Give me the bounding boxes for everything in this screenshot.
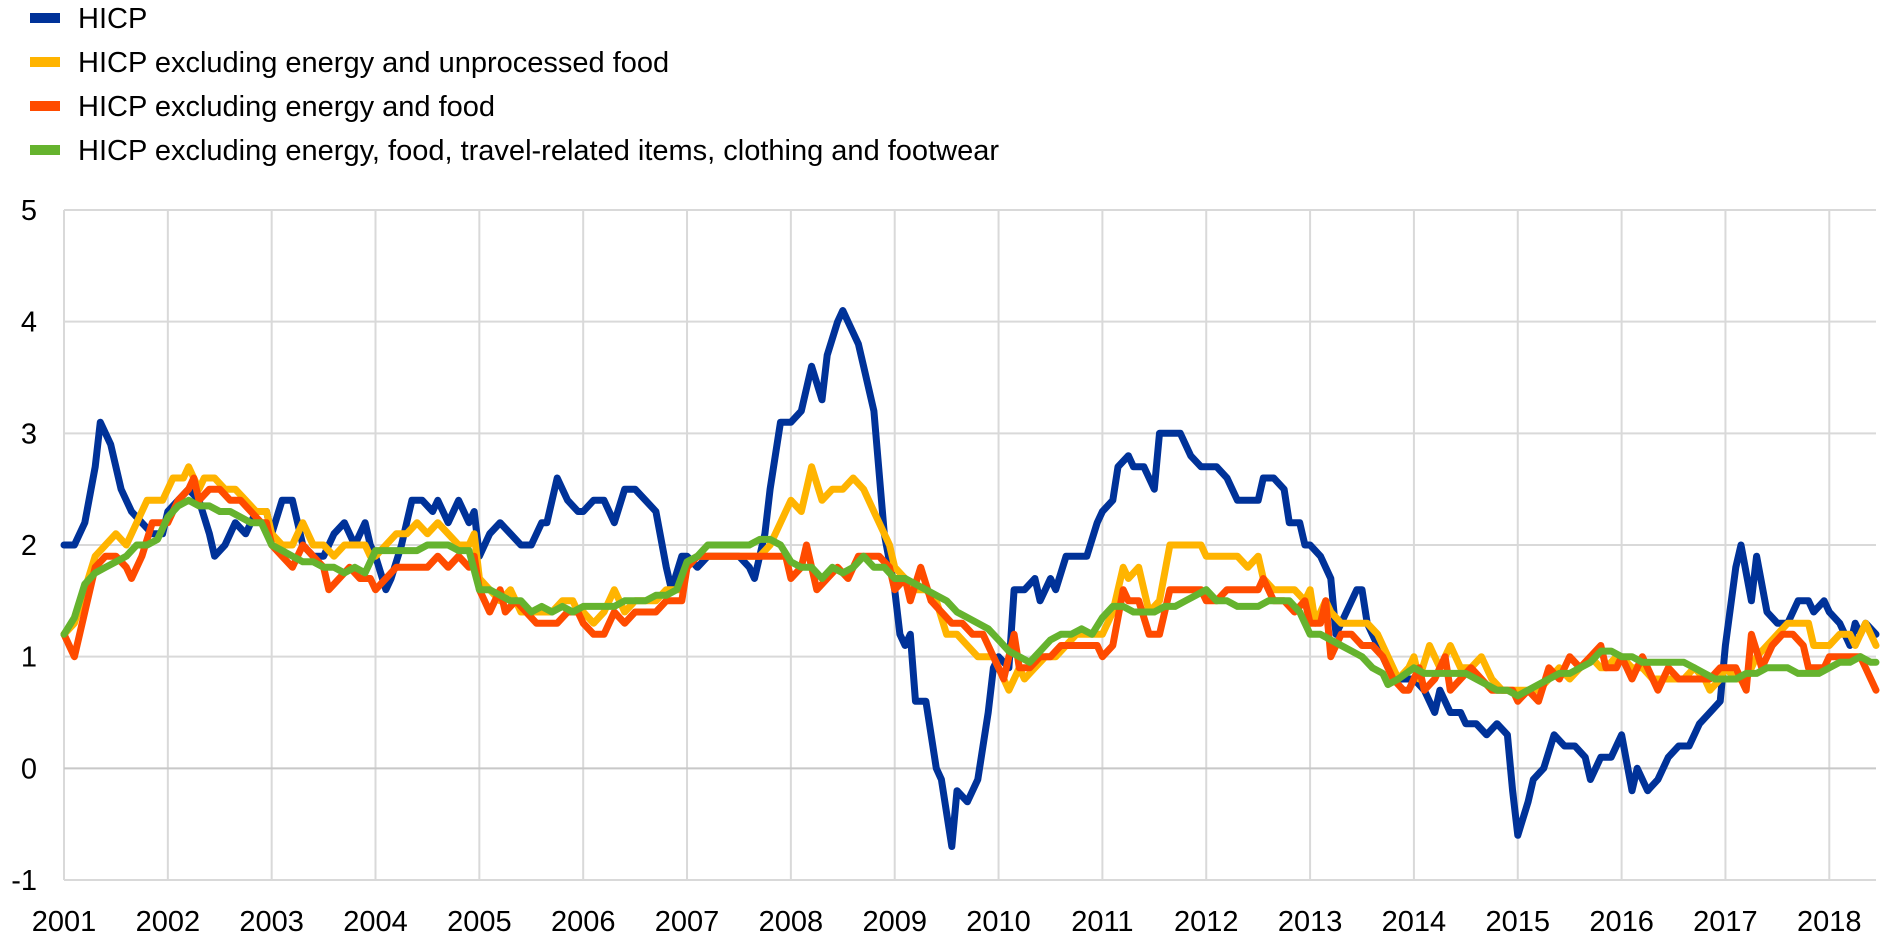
y-tick-label: -1 <box>11 865 37 897</box>
x-tick-label: 2008 <box>759 906 824 938</box>
legend-label-0: HICP <box>78 3 147 35</box>
y-tick-label: 0 <box>21 753 37 785</box>
x-tick-label: 2004 <box>343 906 408 938</box>
y-tick-label: 5 <box>21 195 37 227</box>
legend-label-2: HICP excluding energy and food <box>78 91 495 123</box>
x-axis: 2001 2002 2003 2004 2005 2006 2007 2008 2009 2010… <box>32 906 1862 938</box>
y-tick-label: 3 <box>21 418 37 450</box>
series-line-3 <box>60 496 1880 700</box>
y-tick-label: 1 <box>21 642 37 674</box>
x-tick-label: 2010 <box>966 906 1031 938</box>
legend-label-1: HICP excluding energy and unprocessed fo… <box>78 47 669 79</box>
series-line-2 <box>60 474 1880 705</box>
x-tick-label: 2006 <box>551 906 616 938</box>
x-tick-label: 2007 <box>655 906 720 938</box>
x-tick-label: 2009 <box>862 906 927 938</box>
y-tick-label: 4 <box>21 307 37 339</box>
x-tick-label: 2015 <box>1485 906 1550 938</box>
x-tick-label: 2012 <box>1174 906 1239 938</box>
x-tick-label: 2014 <box>1382 906 1447 938</box>
x-tick-label: 2011 <box>1071 906 1133 938</box>
x-tick-label: 2018 <box>1797 906 1862 938</box>
series-line-0 <box>60 307 1880 850</box>
legend-label-3: HICP excluding energy, food, travel-rela… <box>78 135 999 167</box>
y-tick-label: 2 <box>21 530 37 562</box>
x-tick-label: 2003 <box>239 906 304 938</box>
x-tick-label: 2016 <box>1589 906 1654 938</box>
x-tick-label: 2001 <box>32 906 97 938</box>
x-tick-label: 2002 <box>136 906 201 938</box>
y-axis: -1 0 1 2 3 4 5 <box>11 195 37 897</box>
legend-swatch-3 <box>30 145 60 155</box>
x-tick-label: 2017 <box>1693 906 1758 938</box>
legend-swatch-0 <box>30 13 60 23</box>
legend-swatch-2 <box>30 101 60 111</box>
legend: HICP HICP excluding energy and unprocesse… <box>30 3 999 167</box>
legend-swatch-1 <box>30 57 60 67</box>
series-lines <box>60 307 1880 850</box>
x-tick-label: 2013 <box>1278 906 1343 938</box>
gridlines <box>63 209 1876 881</box>
x-tick-label: 2005 <box>447 906 512 938</box>
